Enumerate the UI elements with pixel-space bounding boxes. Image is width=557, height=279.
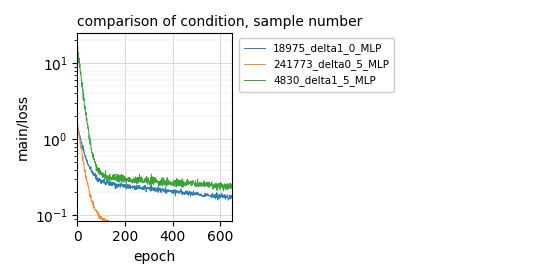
4830_delta1_5_MLP <box>101 174 108 177</box>
18975_delta1_0_MLP <box>225 198 232 202</box>
Text: comparison of condition, sample number: comparison of condition, sample number <box>77 15 363 29</box>
18975_delta1_0_MLP <box>101 181 108 184</box>
Line: 4830_delta1_5_MLP: 4830_delta1_5_MLP <box>77 47 232 191</box>
241773_delta0_5_MLP <box>101 218 108 221</box>
4830_delta1_5_MLP <box>74 49 81 52</box>
18975_delta1_0_MLP <box>85 163 91 166</box>
4830_delta1_5_MLP <box>85 125 92 129</box>
18975_delta1_0_MLP <box>106 182 113 185</box>
4830_delta1_5_MLP <box>123 177 130 181</box>
Line: 241773_delta0_5_MLP: 241773_delta0_5_MLP <box>77 122 232 277</box>
X-axis label: epoch: epoch <box>134 250 176 264</box>
241773_delta0_5_MLP <box>74 121 81 124</box>
4830_delta1_5_MLP <box>106 175 113 179</box>
Line: 18975_delta1_0_MLP: 18975_delta1_0_MLP <box>77 124 232 200</box>
Legend: 18975_delta1_0_MLP, 241773_delta0_5_MLP, 4830_delta1_5_MLP: 18975_delta1_0_MLP, 241773_delta0_5_MLP,… <box>239 38 394 92</box>
4830_delta1_5_MLP <box>83 119 90 122</box>
4830_delta1_5_MLP <box>220 189 227 193</box>
241773_delta0_5_MLP <box>229 276 236 279</box>
241773_delta0_5_MLP <box>82 174 89 177</box>
241773_delta0_5_MLP <box>123 228 130 231</box>
241773_delta0_5_MLP <box>85 184 91 188</box>
18975_delta1_0_MLP <box>123 187 130 190</box>
4830_delta1_5_MLP <box>74 45 81 48</box>
241773_delta0_5_MLP <box>211 267 218 271</box>
18975_delta1_0_MLP <box>229 196 236 199</box>
18975_delta1_0_MLP <box>74 122 81 126</box>
4830_delta1_5_MLP <box>212 184 218 187</box>
18975_delta1_0_MLP <box>211 193 218 197</box>
18975_delta1_0_MLP <box>82 157 89 160</box>
Y-axis label: main/loss: main/loss <box>15 94 29 160</box>
241773_delta0_5_MLP <box>106 222 113 226</box>
4830_delta1_5_MLP <box>229 186 236 189</box>
